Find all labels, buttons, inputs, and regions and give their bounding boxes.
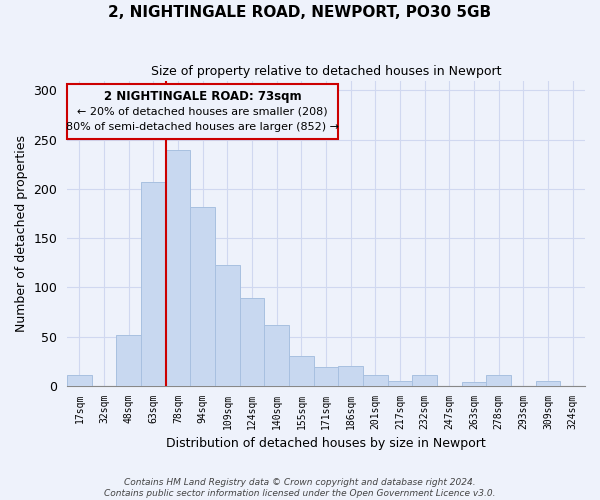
- Bar: [240, 298, 265, 386]
- FancyBboxPatch shape: [67, 84, 338, 138]
- Bar: [289, 356, 314, 386]
- X-axis label: Distribution of detached houses by size in Newport: Distribution of detached houses by size …: [166, 437, 486, 450]
- Bar: [487, 375, 511, 386]
- Bar: [116, 334, 141, 386]
- Bar: [215, 264, 240, 386]
- Bar: [141, 182, 166, 386]
- Bar: [412, 375, 437, 386]
- Bar: [265, 324, 289, 386]
- Text: ← 20% of detached houses are smaller (208): ← 20% of detached houses are smaller (20…: [77, 106, 328, 117]
- Text: 80% of semi-detached houses are larger (852) →: 80% of semi-detached houses are larger (…: [66, 122, 339, 132]
- Bar: [462, 382, 487, 386]
- Bar: [363, 375, 388, 386]
- Y-axis label: Number of detached properties: Number of detached properties: [15, 134, 28, 332]
- Text: 2, NIGHTINGALE ROAD, NEWPORT, PO30 5GB: 2, NIGHTINGALE ROAD, NEWPORT, PO30 5GB: [109, 5, 491, 20]
- Bar: [388, 381, 412, 386]
- Bar: [536, 381, 560, 386]
- Title: Size of property relative to detached houses in Newport: Size of property relative to detached ho…: [151, 65, 502, 78]
- Bar: [338, 366, 363, 386]
- Bar: [67, 375, 92, 386]
- Text: Contains HM Land Registry data © Crown copyright and database right 2024.
Contai: Contains HM Land Registry data © Crown c…: [104, 478, 496, 498]
- Text: 2 NIGHTINGALE ROAD: 73sqm: 2 NIGHTINGALE ROAD: 73sqm: [104, 90, 302, 103]
- Bar: [314, 367, 338, 386]
- Bar: [190, 206, 215, 386]
- Bar: [166, 150, 190, 386]
